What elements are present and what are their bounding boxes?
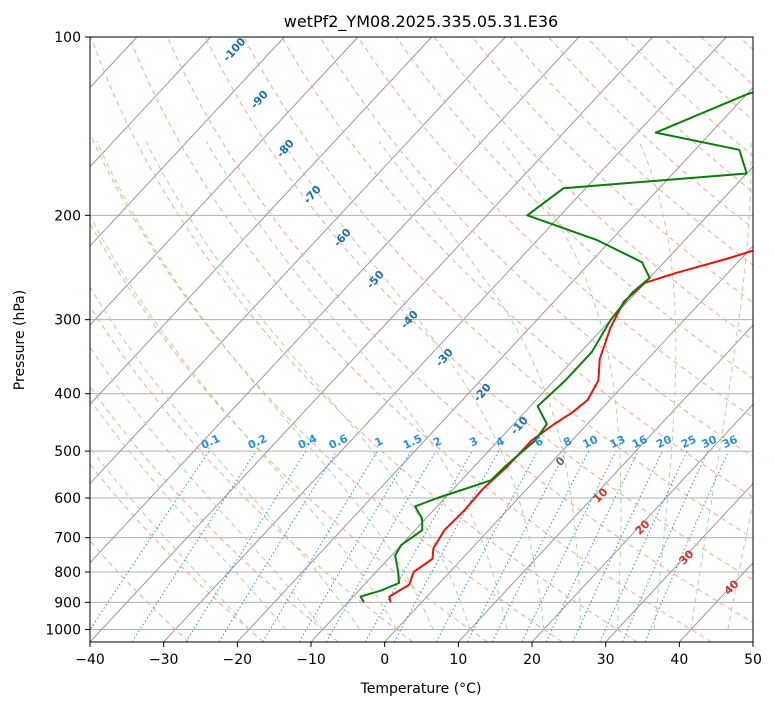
moist-adiabat-line (727, 500, 753, 630)
isotherm-line (236, 86, 753, 642)
isotherm-line (752, 641, 753, 642)
y-tick-label: 1000 (45, 622, 81, 638)
mixing-ratio-label: 36 (720, 433, 740, 451)
y-tick-label: 600 (54, 491, 81, 507)
mixing-ratio-label: 13 (608, 433, 627, 451)
isotherm-line (90, 37, 506, 485)
moist-adiabat-line (281, 141, 545, 630)
isotherm-line (163, 37, 727, 642)
isotherm-line (90, 37, 654, 642)
y-tick-label: 300 (54, 313, 81, 329)
mixing-ratio-line (393, 450, 500, 642)
series-layer (359, 91, 753, 603)
isotherm-line (531, 403, 753, 642)
moist-adiabat-line (205, 141, 508, 630)
moist-adiabat-line (378, 141, 581, 630)
moist-adiabat-line (502, 141, 622, 630)
mixing-ratio-label: 20 (654, 433, 674, 451)
mixing-ratio-line (521, 450, 617, 642)
isotherm-line (384, 245, 753, 642)
x-tick-label: 50 (744, 652, 762, 668)
dry-adiabat-line (90, 463, 264, 642)
plot-frame (89, 36, 754, 643)
dry-adiabat-line (90, 37, 638, 642)
y-tick-label: 900 (54, 595, 81, 611)
dry-adiabat-line (319, 37, 753, 458)
isotherm-line (90, 37, 580, 564)
moist-adiabat-line (96, 141, 434, 630)
x-tick-label: 30 (597, 652, 615, 668)
moist-adiabat-line (90, 399, 287, 630)
isotherm-line (0, 37, 63, 642)
mixing-ratio-label: 25 (679, 433, 698, 451)
dry-adiabat-line (90, 132, 563, 642)
dry-adiabat-line (90, 222, 488, 642)
moist-adiabat-line (90, 286, 360, 630)
isotherm-line (90, 37, 433, 406)
moist-adiabat-line (638, 141, 677, 630)
y-tick-label: 400 (54, 387, 81, 403)
dry-adiabat-line (395, 37, 753, 380)
y-tick-label: 200 (54, 208, 81, 224)
x-tick-label: −30 (149, 652, 179, 668)
moist-adiabat-line (690, 141, 752, 630)
x-tick-label: −40 (75, 652, 105, 668)
x-tick-label: 10 (449, 652, 467, 668)
dry-adiabat-line (281, 37, 753, 498)
x-tick-label: 40 (670, 652, 688, 668)
x-tick-label: 0 (380, 652, 389, 668)
y-axis-title: Pressure (hPa) (12, 290, 28, 390)
x-tick-label: −10 (296, 652, 326, 668)
mixing-ratio-line (644, 450, 729, 642)
y-tick-label: 800 (54, 565, 81, 581)
mixing-ratio-line (185, 450, 307, 642)
mixing-ratio-label: 30 (700, 433, 720, 451)
x-tick-label: −20 (223, 652, 253, 668)
x-tick-label: 20 (523, 652, 541, 668)
isotherm-line (90, 37, 212, 168)
mixing-ratio-label: 10 (581, 433, 601, 451)
dry-adiabat-line (90, 305, 414, 642)
moist-adiabat-line (90, 447, 250, 630)
mixing-ratio-label: 16 (630, 433, 650, 451)
grid-layer (0, 37, 753, 642)
y-tick-label: 500 (54, 444, 81, 460)
x-axis-title: Temperature (°C) (360, 681, 482, 697)
dry-adiabat-line (433, 37, 753, 341)
isotherm-line (457, 324, 753, 642)
temperature-trace (388, 249, 753, 603)
dry-adiabat-line (166, 37, 753, 624)
mixing-ratio-line (435, 450, 538, 642)
mixing-ratio-line (218, 450, 338, 642)
dewpoint-trace (359, 91, 753, 603)
mixing-ratio-line (621, 450, 709, 642)
isotherm-line (90, 37, 359, 326)
isotherm-line (605, 482, 753, 642)
chart-title: wetPf2_YM08.2025.335.05.31.E36 (284, 12, 558, 32)
axes-layer: −40 −30 −20 −10 0 10 20 30 40 50 100 200 300 400 500 60… (45, 30, 762, 668)
mixing-ratio-line (491, 450, 590, 642)
mixing-ratio-line (90, 450, 210, 631)
y-tick-label: 100 (54, 30, 81, 46)
mixing-ratio-line (131, 450, 257, 642)
isotherm-line (90, 37, 285, 247)
plot-background (90, 37, 753, 642)
moist-adiabat-line (90, 214, 397, 630)
y-tick-label: 700 (54, 531, 81, 547)
